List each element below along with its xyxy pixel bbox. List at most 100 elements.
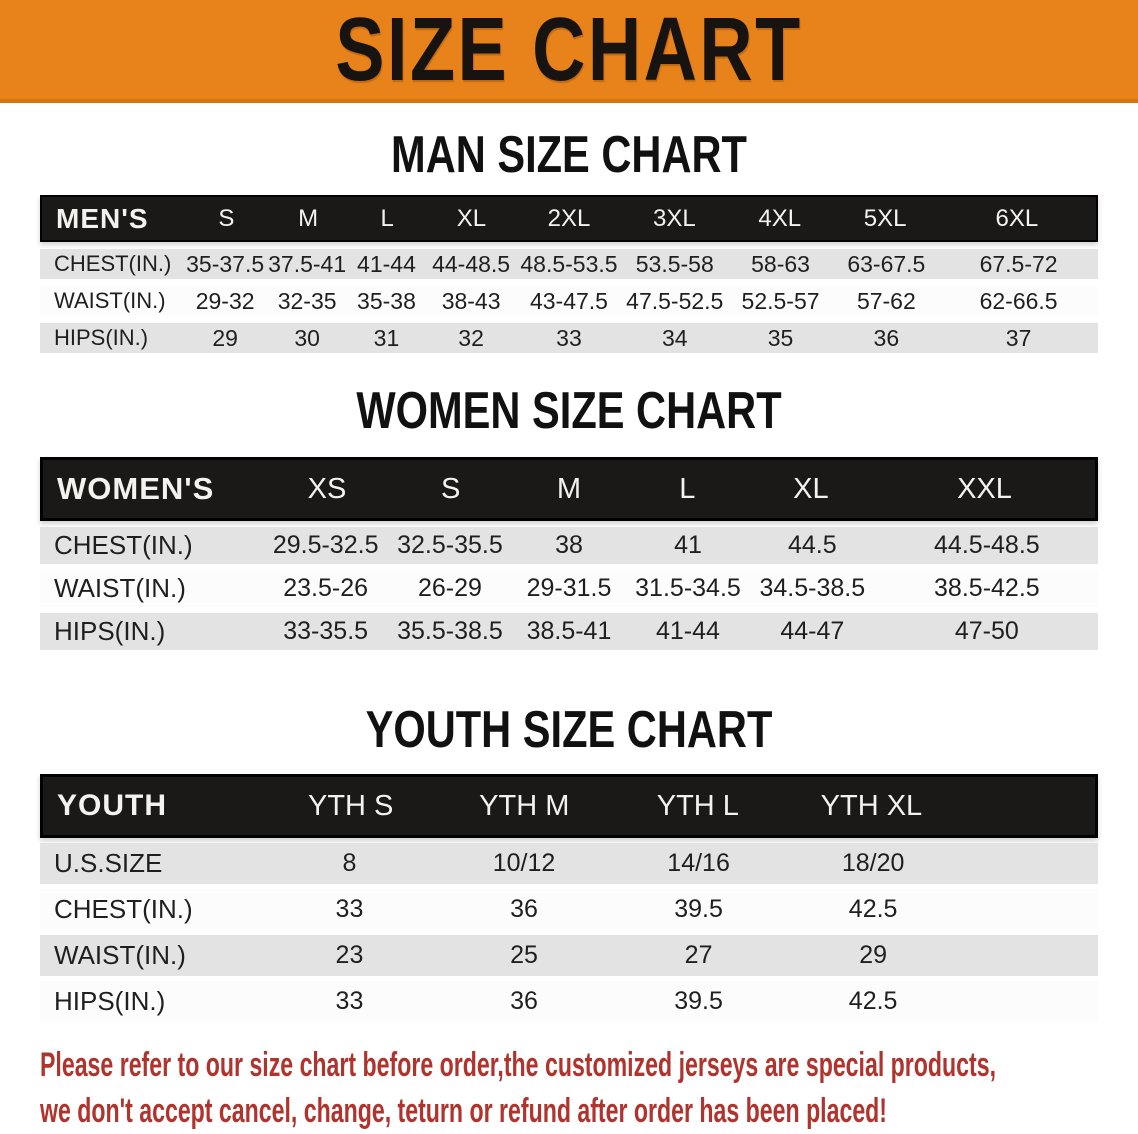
row-label: CHEST(IN.): [54, 251, 172, 276]
value-cell: 44-47: [780, 617, 845, 645]
value-cell: 47.5-52.5: [626, 287, 724, 314]
table-row: CHEST(IN.) 29.5-32.5 32.5-35.5 38 41 44.5 44.5…: [40, 527, 1098, 564]
value-cell: 35.5-38.5: [397, 617, 503, 645]
value-cell: 35-38: [357, 287, 416, 314]
value-cell: 38: [555, 531, 583, 559]
table-row: HIPS(IN.) 33-35.5 35.5-38.5 38.5-41 41-44 44-…: [40, 613, 1098, 650]
size-col-header: XS: [307, 472, 347, 505]
page-title: SIZE CHART: [335, 0, 803, 100]
mens-title-cell: MEN'S: [56, 202, 149, 234]
size-col-header: 4XL: [758, 204, 802, 232]
table-row: WAIST(IN.) 23 25 27 29: [40, 935, 1098, 976]
value-cell: 37.5-41: [268, 250, 347, 277]
value-cell: 32: [458, 324, 484, 351]
value-cell: 63-67.5: [847, 250, 926, 277]
value-cell: 18/20: [841, 849, 905, 877]
table-row: HIPS(IN.) 33 36 39.5 42.5: [40, 981, 1098, 1022]
value-cell: 38.5-42.5: [934, 574, 1040, 602]
youth-header-row: YOUTH YTH S YTH M YTH L YTH XL: [40, 774, 1098, 838]
value-cell: 32-35: [277, 287, 337, 314]
size-col-header: 5XL: [863, 204, 907, 232]
value-cell: 23.5-26: [283, 574, 369, 602]
value-cell: 44.5-48.5: [934, 531, 1040, 559]
size-col-header: YTH M: [479, 789, 570, 822]
value-cell: 44.5: [787, 531, 837, 559]
value-cell: 33: [556, 324, 582, 351]
value-cell: 47-50: [954, 617, 1019, 645]
value-cell: 44-48.5: [432, 250, 511, 277]
value-cell: 41-44: [656, 617, 720, 645]
value-cell: 29.5-32.5: [272, 531, 379, 559]
value-cell: 52.5-57: [741, 287, 820, 314]
value-cell: 39.5: [674, 987, 723, 1015]
value-cell: 41-44: [357, 250, 416, 277]
value-cell: 39.5: [674, 895, 723, 923]
value-cell: 23: [335, 941, 364, 969]
value-cell: 34: [661, 324, 688, 351]
womens-header-row: WOMEN'S XS S M L XL XXL: [40, 457, 1098, 521]
mens-size-table: MEN'S S M L XL 2XL 3XL 4XL 5XL 6XL CHEST(IN.) 35-37…: [40, 195, 1098, 353]
value-cell: 62-66.5: [979, 287, 1058, 314]
youth-title-cell: YOUTH: [57, 789, 167, 822]
youth-size-chart-heading: YOUTH SIZE CHART: [365, 701, 773, 759]
row-label: CHEST(IN.): [54, 530, 193, 560]
row-label: CHEST(IN.): [54, 894, 193, 924]
row-label: HIPS(IN.): [54, 986, 166, 1016]
value-cell: 34.5-38.5: [759, 574, 866, 602]
value-cell: 8: [342, 849, 357, 877]
value-cell: 36: [873, 324, 900, 351]
size-col-header: 6XL: [995, 204, 1039, 232]
man-size-chart-heading: MAN SIZE CHART: [391, 126, 747, 184]
value-cell: 25: [510, 941, 538, 969]
value-cell: 30: [294, 324, 320, 351]
row-label: HIPS(IN.): [54, 616, 166, 646]
size-col-header: M: [556, 472, 582, 505]
value-cell: 35: [767, 324, 794, 351]
value-cell: 33: [335, 895, 364, 923]
size-col-header: YTH S: [307, 789, 394, 822]
value-cell: 37: [1005, 324, 1032, 351]
size-col-header: 2XL: [547, 204, 591, 232]
size-col-header: YTH XL: [820, 789, 923, 822]
row-label: WAIST(IN.): [54, 940, 186, 970]
row-label: WAIST(IN.): [54, 573, 186, 603]
value-cell: 41: [674, 531, 702, 559]
value-cell: 58-63: [751, 250, 810, 277]
youth-size-table: YOUTH YTH S YTH M YTH L YTH XL U.S.SIZE 8 10/12…: [40, 774, 1098, 1022]
mens-header-row: MEN'S S M L XL 2XL 3XL 4XL 5XL 6XL: [40, 195, 1098, 242]
value-cell: 36: [510, 895, 538, 923]
value-cell: 27: [684, 941, 713, 969]
size-col-header: S: [440, 472, 461, 505]
value-cell: 67.5-72: [979, 250, 1058, 277]
value-cell: 14/16: [667, 849, 730, 877]
women-size-chart-heading: WOMEN SIZE CHART: [356, 382, 782, 440]
value-cell: 26-29: [417, 574, 482, 602]
value-cell: 43-47.5: [529, 287, 608, 314]
table-row: CHEST(IN.) 35-37.5 37.5-41 41-44 44-48.5 48.5…: [40, 249, 1098, 279]
value-cell: 10/12: [492, 849, 556, 877]
value-cell: 33: [335, 987, 364, 1015]
table-row: HIPS(IN.) 29 30 31 32 33 34 35 36 37: [40, 323, 1098, 353]
value-cell: 42.5: [848, 895, 898, 923]
value-cell: 33-35.5: [283, 617, 369, 645]
size-col-header: 3XL: [653, 204, 696, 232]
row-label: HIPS(IN.): [54, 325, 149, 350]
table-row: WAIST(IN.) 29-32 32-35 35-38 38-43 43-47.5 47.…: [40, 286, 1098, 316]
value-cell: 48.5-53.5: [520, 250, 618, 277]
value-cell: 29-31.5: [526, 574, 612, 602]
size-col-header: L: [679, 472, 696, 505]
value-cell: 29: [859, 941, 888, 969]
table-row: U.S.SIZE 8 10/12 14/16 18/20: [40, 843, 1098, 884]
size-col-header: XL: [793, 472, 829, 505]
size-col-header: XL: [456, 204, 487, 232]
row-label: WAIST(IN.): [54, 288, 166, 313]
table-row: WAIST(IN.) 23.5-26 26-29 29-31.5 31.5-34.5 34…: [40, 570, 1098, 607]
value-cell: 31.5-34.5: [635, 574, 741, 602]
size-col-header: YTH L: [656, 789, 739, 822]
value-cell: 29: [212, 324, 238, 351]
table-row: CHEST(IN.) 33 36 39.5 42.5: [40, 889, 1098, 930]
size-chart-banner: SIZE CHART: [0, 0, 1138, 103]
size-col-header: S: [218, 204, 235, 232]
size-col-header: M: [298, 204, 319, 232]
